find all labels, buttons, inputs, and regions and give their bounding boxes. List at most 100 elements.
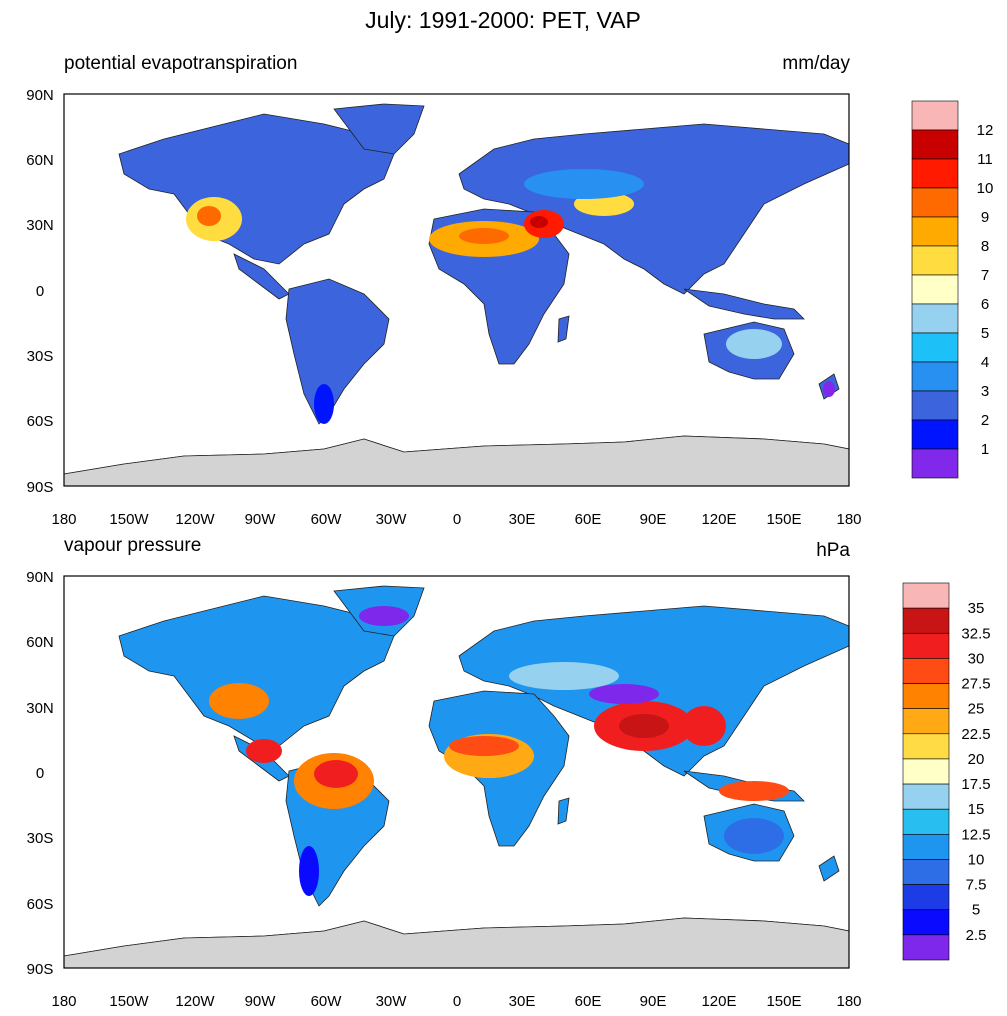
lat-label: 30S: [27, 348, 54, 365]
lon-label: 60E: [575, 993, 602, 1010]
vap-hotspots: [209, 606, 789, 896]
colorbar-swatch: [902, 582, 950, 609]
colorbar-label: 2.5: [966, 927, 987, 944]
map-vap: [63, 575, 850, 969]
lon-label: 30W: [376, 511, 408, 528]
colorbar-swatch: [902, 909, 950, 936]
colorbar-swatch: [902, 834, 950, 860]
colorbar-label: 10: [968, 851, 985, 868]
colorbar-swatch: [902, 632, 950, 659]
vap-lat-axis: 90N 60N 30N 0 30S 60S 90S: [26, 569, 54, 978]
lon-label: 60W: [311, 993, 343, 1010]
colorbar-label: 8: [981, 238, 989, 255]
colorbar-label: 4: [981, 354, 989, 371]
map-pet-frame: [63, 93, 850, 487]
map-pet: [63, 93, 850, 487]
colorbar-swatch: [902, 708, 950, 735]
colorbar-label: 15: [968, 801, 985, 818]
colorbar-label: 27.5: [961, 676, 990, 693]
colorbar-label: 25: [968, 701, 985, 718]
colorbar-label: 20: [968, 751, 985, 768]
lon-label: 120W: [175, 993, 215, 1010]
lon-label: 90W: [245, 511, 277, 528]
colorbar-swatch: [902, 808, 950, 835]
colorbar-swatch: [911, 158, 959, 189]
colorbar-swatch: [902, 733, 950, 760]
panel-pet-units: mm/day: [782, 53, 850, 74]
lat-label: 90N: [26, 87, 54, 104]
colorbar-label: 7.5: [966, 877, 987, 894]
colorbar-swatch: [911, 274, 959, 305]
lon-label: 0: [453, 511, 461, 528]
lat-label: 30N: [26, 217, 54, 234]
colorbar-vap: 35 32.5 30 27.5 25 22.5 20 17.5 15 12.5 10 7.5 5 2.5: [902, 582, 991, 961]
colorbar-swatch: [911, 100, 959, 131]
lat-label: 90N: [26, 569, 54, 586]
colorbar-label: 5: [981, 325, 989, 342]
lon-label: 150E: [766, 511, 801, 528]
lat-label: 0: [36, 765, 44, 782]
pet-lon-axis: 180 150W 120W 90W 60W 30W 0 30E 60E 90E …: [51, 511, 861, 528]
colorbar-label: 11: [977, 151, 993, 168]
map-vap-frame: [63, 575, 850, 969]
colorbar-pet: 12 11 10 9 8 7 6 5 4 3 2 1: [911, 100, 994, 479]
colorbar-swatch: [911, 419, 959, 450]
lon-label: 0: [453, 993, 461, 1010]
lat-label: 90S: [27, 961, 54, 978]
colorbar-swatch: [911, 303, 959, 334]
colorbar-swatch: [902, 859, 950, 885]
colorbar-swatch: [911, 390, 959, 421]
lat-label: 30N: [26, 700, 54, 717]
colorbar-swatch: [911, 216, 959, 247]
panel-pet: potential evapotranspiration mm/day: [26, 53, 993, 528]
panel-vap: vapour pressure hPa: [26, 535, 990, 1010]
colorbar-label: 22.5: [961, 726, 990, 743]
lon-label: 30E: [509, 993, 536, 1010]
colorbar-swatch: [902, 783, 950, 810]
colorbar-label: 10: [977, 180, 994, 197]
lon-label: 180: [51, 511, 76, 528]
lat-label: 60N: [26, 152, 54, 169]
lon-label: 150W: [109, 511, 149, 528]
colorbar-swatch: [902, 758, 950, 785]
lon-label: 90E: [640, 511, 667, 528]
lat-label: 60N: [26, 634, 54, 651]
colorbar-swatch: [911, 332, 959, 363]
colorbar-swatch: [911, 448, 959, 479]
colorbar-swatch: [902, 683, 950, 709]
lon-label: 120E: [701, 511, 736, 528]
colorbar-label: 5: [972, 902, 980, 919]
pet-hotspots: [186, 169, 835, 424]
lon-label: 150W: [109, 993, 149, 1010]
colorbar-label: 7: [981, 267, 989, 284]
colorbar-label: 32.5: [961, 625, 990, 642]
lat-label: 60S: [27, 896, 54, 913]
colorbar-label: 3: [981, 383, 989, 400]
colorbar-swatch: [911, 129, 959, 160]
colorbar-label: 12: [977, 122, 994, 139]
colorbar-label: 2: [981, 412, 989, 429]
lat-label: 60S: [27, 413, 54, 430]
panel-vap-units: hPa: [816, 540, 850, 561]
panel-vap-title: vapour pressure: [64, 535, 201, 556]
lon-label: 180: [51, 993, 76, 1010]
colorbar-swatch: [911, 245, 959, 276]
colorbar-swatch: [902, 934, 950, 961]
colorbar-swatch: [902, 884, 950, 911]
colorbar-label: 17.5: [961, 776, 990, 793]
vap-lon-axis: 180 150W 120W 90W 60W 30W 0 30E 60E 90E …: [51, 993, 861, 1010]
colorbar-label: 1: [981, 441, 989, 458]
lat-label: 90S: [27, 479, 54, 496]
colorbar-label: 6: [981, 296, 989, 313]
lon-label: 60W: [311, 511, 343, 528]
colorbar-label: 9: [981, 209, 989, 226]
lon-label: 60E: [575, 511, 602, 528]
colorbar-label: 35: [968, 600, 985, 617]
lon-label: 90E: [640, 993, 667, 1010]
lon-label: 180: [836, 511, 861, 528]
colorbar-swatch: [911, 187, 959, 218]
figure-title: July: 1991-2000: PET, VAP: [365, 7, 641, 33]
colorbar-label: 12.5: [961, 826, 990, 843]
lon-label: 30E: [509, 511, 536, 528]
colorbar-swatch: [902, 658, 950, 684]
